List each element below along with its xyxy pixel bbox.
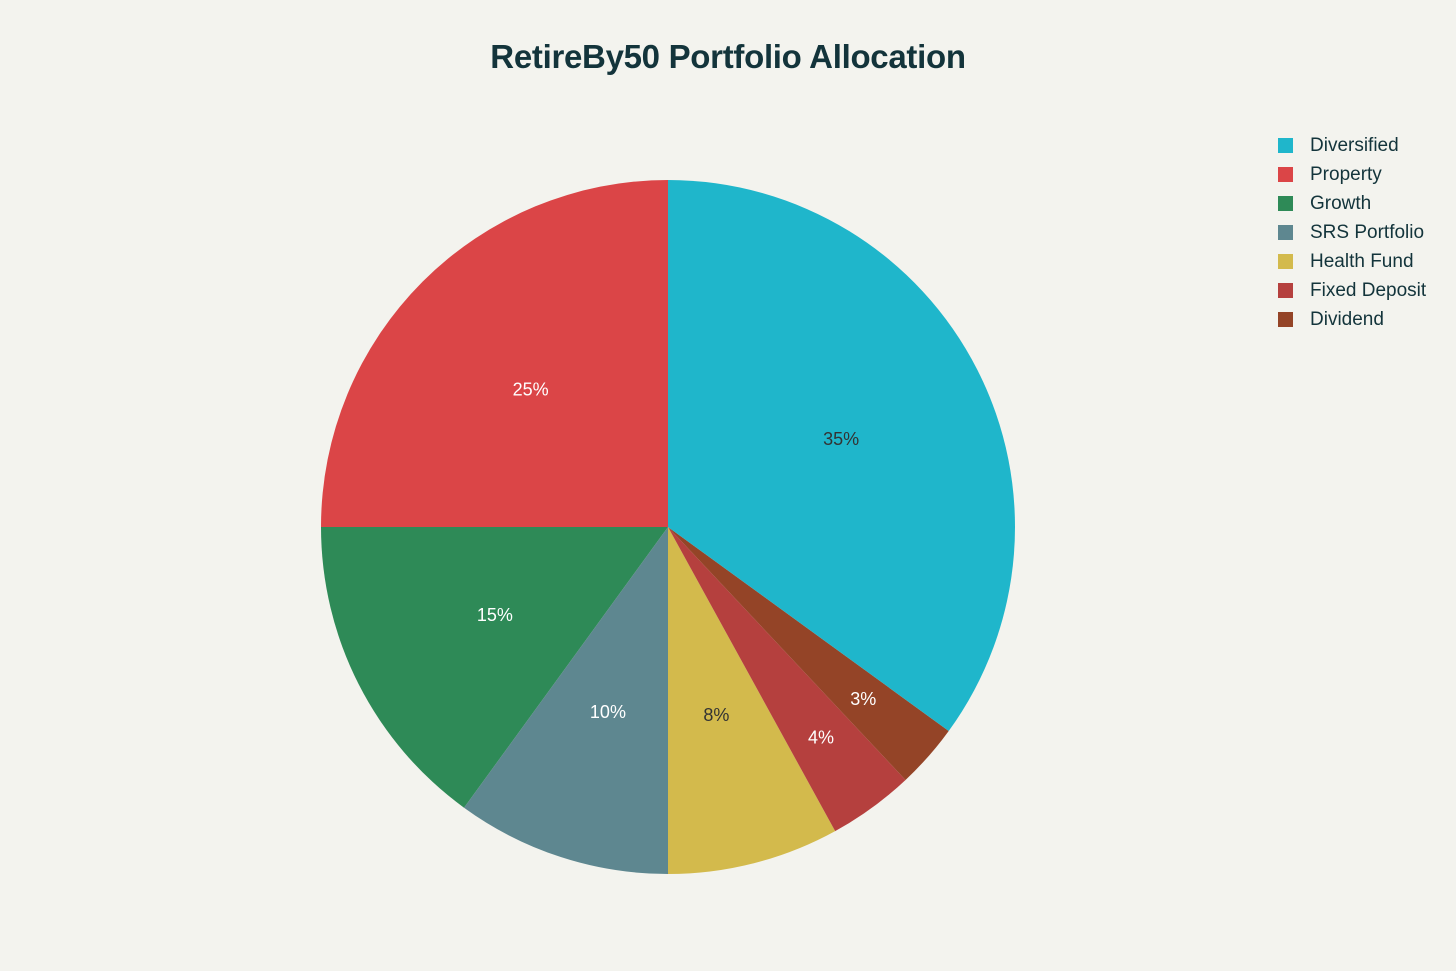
pie-slice-growth[interactable]	[321, 527, 668, 808]
legend-label: SRS Portfolio	[1310, 221, 1425, 243]
slice-label: 25%	[513, 380, 549, 400]
legend-swatch-icon	[1278, 196, 1293, 211]
legend-swatch-icon	[1278, 312, 1293, 327]
pie-slice-dividend[interactable]	[668, 527, 949, 780]
legend-swatch-icon	[1278, 254, 1293, 269]
pie-slice-srs-portfolio[interactable]	[464, 527, 668, 874]
slice-label: 3%	[850, 689, 876, 709]
legend-label: Health Fund	[1310, 250, 1414, 272]
pie-slice-property[interactable]	[321, 180, 668, 527]
legend-item-growth[interactable]: Growth	[1278, 189, 1426, 218]
legend-item-dividend[interactable]: Dividend	[1278, 305, 1426, 334]
chart-title: RetireBy50 Portfolio Allocation	[490, 38, 966, 75]
legend-label: Property	[1310, 163, 1382, 185]
slice-label: 8%	[703, 705, 729, 725]
slice-label: 15%	[477, 605, 513, 625]
slice-label: 35%	[823, 429, 859, 449]
legend-label: Dividend	[1310, 308, 1384, 330]
legend-item-property[interactable]: Property	[1278, 160, 1426, 189]
legend-item-fixed-deposit[interactable]: Fixed Deposit	[1278, 276, 1426, 305]
legend-swatch-icon	[1278, 167, 1293, 182]
legend-item-health-fund[interactable]: Health Fund	[1278, 247, 1426, 276]
legend-label: Fixed Deposit	[1310, 279, 1427, 301]
legend-swatch-icon	[1278, 283, 1293, 298]
legend-item-diversified[interactable]: Diversified	[1278, 131, 1426, 160]
legend-swatch-icon	[1278, 138, 1293, 153]
pie-slice-health-fund[interactable]	[668, 527, 836, 874]
slice-label: 10%	[590, 702, 626, 722]
pie-slice-diversified[interactable]	[668, 180, 1015, 731]
pie-slice-fixed-deposit[interactable]	[668, 527, 906, 832]
slice-label: 4%	[808, 728, 834, 748]
legend: Diversified Property Growth SRS Portfoli…	[1278, 131, 1426, 334]
legend-label: Growth	[1310, 192, 1372, 214]
legend-item-srs-portfolio[interactable]: SRS Portfolio	[1278, 218, 1426, 247]
legend-label: Diversified	[1310, 134, 1399, 156]
legend-swatch-icon	[1278, 225, 1293, 240]
